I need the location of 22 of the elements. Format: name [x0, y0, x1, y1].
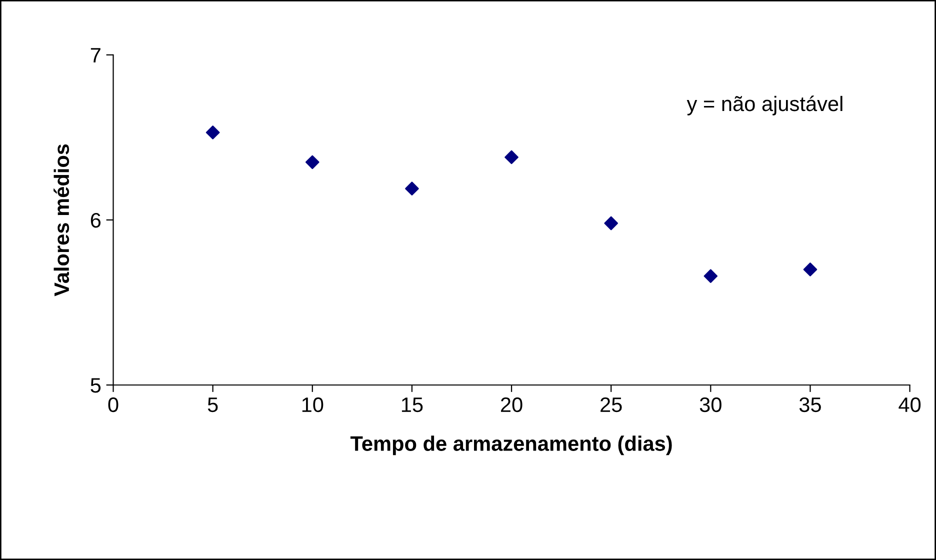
point	[504, 150, 518, 164]
y-axis-title: Valores médios	[54, 144, 70, 296]
x-tick-label: 30	[700, 397, 722, 412]
x-tick-label: 15	[402, 398, 423, 412]
x-tick-label: 25	[600, 397, 622, 412]
x-tick-label: 35	[799, 397, 821, 412]
point	[305, 155, 320, 170]
y-tick-label: 5	[90, 378, 101, 393]
x-tick-label: 20	[500, 397, 522, 412]
point	[405, 182, 419, 196]
x-axis-title: Tempo de armazenamento (dias)	[350, 436, 672, 456]
point	[803, 262, 818, 276]
y-tick-label: 7	[90, 48, 100, 62]
x-tick-label: 0	[108, 397, 118, 412]
point	[604, 216, 618, 230]
x-tick-label: 40	[898, 397, 921, 412]
point	[206, 126, 220, 140]
y-tick-label: 6	[90, 212, 101, 228]
x-tick-label: 10	[302, 397, 324, 412]
x-tick-label: 5	[208, 398, 218, 412]
annotation: y = não ajustável	[686, 96, 842, 116]
point	[704, 269, 718, 283]
